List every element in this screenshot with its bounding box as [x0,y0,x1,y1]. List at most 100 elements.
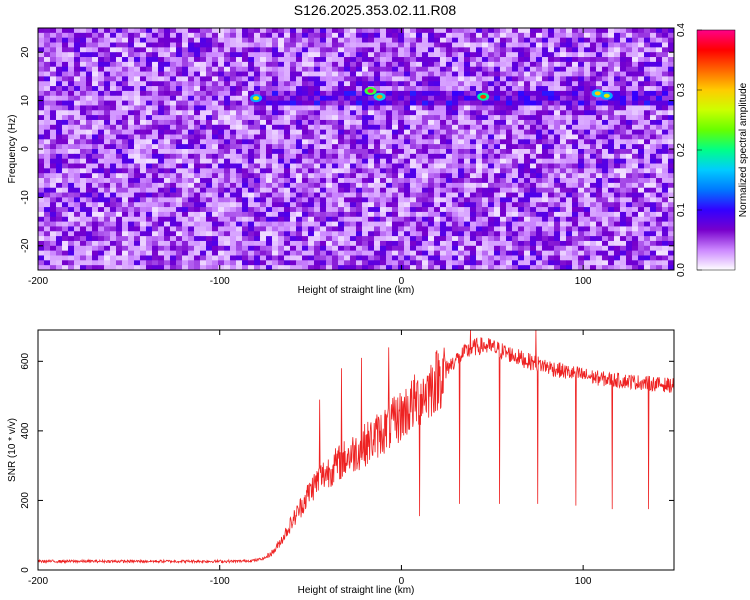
heatmap-cell [230,42,237,48]
heatmap-cell [422,105,429,111]
heatmap-cell [134,37,141,43]
heatmap-cell [410,187,417,193]
heatmap-cell [200,158,207,164]
heatmap-cell [128,37,135,43]
heatmap-cell [548,250,555,256]
heatmap-cell [104,231,111,237]
heatmap-cell [170,202,177,208]
heatmap-cell [350,95,357,101]
heatmap-cell [176,81,183,87]
heatmap-cell [434,119,441,126]
heatmap-cell [272,105,279,111]
heatmap-cell [128,129,135,135]
heatmap-cell [56,86,63,92]
heatmap-cell [434,153,441,160]
heatmap-cell [506,110,513,116]
heatmap-cell [518,187,525,193]
heatmap-cell [98,110,105,116]
heatmap-cell [170,144,177,150]
heatmap-cell [452,90,459,97]
heatmap-cell [524,124,531,131]
heatmap-cell [278,182,285,189]
heatmap-cell [344,245,351,252]
heatmap-cell [350,100,357,106]
heatmap-cell [398,192,405,198]
heatmap-cell [578,192,585,198]
heatmap-cell [668,178,674,184]
heatmap-cell [392,207,399,213]
heatmap-cell [284,47,291,53]
heatmap-cell [80,47,87,53]
heatmap-cell [50,76,57,82]
heatmap-cell [626,153,633,160]
heatmap-cell [470,231,477,237]
heatmap-cell [62,187,69,193]
heatmap-cell [296,144,303,150]
heatmap-cell [446,81,453,87]
heatmap-cell [146,110,153,116]
heatmap-cell [434,149,441,155]
heatmap-cell [524,90,531,97]
heatmap-cell [284,139,291,145]
heatmap-cell [356,231,363,237]
heatmap-cell [524,144,531,150]
heatmap-cell [422,32,429,39]
heatmap-cell [518,52,525,58]
heatmap-cell [266,226,273,232]
heatmap-cell [632,211,639,218]
heatmap-cell [644,216,651,222]
heatmap-cell [614,32,621,39]
heatmap-cell [110,245,117,252]
heatmap-cell [110,226,117,232]
heatmap-cell [608,173,615,179]
heatmap-cell [284,76,291,82]
heatmap-cell [332,66,339,72]
heatmap-cell [164,226,171,232]
heatmap-cell [290,90,297,97]
heatmap-cell [482,211,489,218]
heatmap-cell [44,192,51,198]
heatmap-cell [356,115,363,121]
heatmap-cell [122,187,129,193]
heatmap-cell [566,221,573,227]
heatmap-cell [308,250,315,256]
heatmap-cell [332,134,339,140]
heatmap-cell [464,226,471,232]
heatmap-cell [410,52,417,58]
heatmap-cell [578,173,585,179]
heatmap-cell [512,124,519,131]
heatmap-cell [140,216,147,222]
heatmap-cell [362,197,369,203]
heatmap-cell [332,149,339,155]
heatmap-cell [296,57,303,63]
heatmap-cell [224,163,231,169]
heatmap-cell [296,240,303,247]
heatmap-cell [374,192,381,198]
heatmap-cell [620,95,627,101]
heatmap-cell [440,139,447,145]
heatmap-cell [566,158,573,164]
heatmap-cell [620,71,627,77]
heatmap-cell [374,197,381,203]
heatmap-cell [224,37,231,43]
heatmap-cell [422,47,429,53]
heatmap-cell [650,95,657,101]
heatmap-cell [386,163,393,169]
heatmap-cell [602,124,609,131]
heatmap-cell [524,221,531,227]
heatmap-cell [602,144,609,150]
heatmap-cell [356,110,363,116]
heatmap-cell [68,66,75,72]
heatmap-cell [644,153,651,160]
heatmap-cell [596,245,603,252]
heatmap-cell [110,231,117,237]
heatmap-cell [206,139,213,145]
heatmap-cell [302,163,309,169]
heatmap-cell [134,245,141,252]
heatmap-cell [56,100,63,106]
heatmap-cell [536,47,543,53]
heatmap-cell [194,71,201,77]
heatmap-cell [458,202,465,208]
heatmap-cell [626,90,633,97]
heatmap-cell [602,245,609,252]
